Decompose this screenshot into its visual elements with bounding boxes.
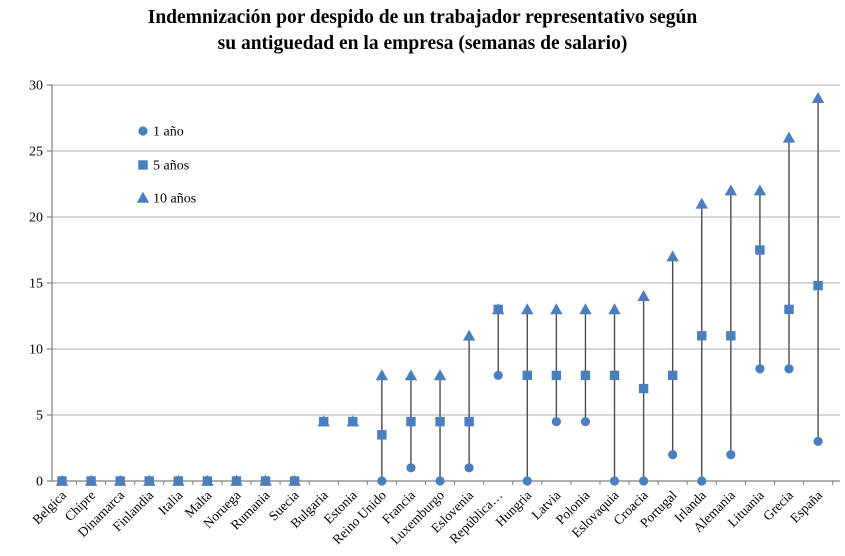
marker-triangle — [317, 415, 330, 427]
marker-triangle — [259, 474, 272, 486]
marker-square — [551, 370, 562, 381]
marker-triangle — [143, 474, 156, 486]
marker-square — [726, 331, 736, 341]
marker-triangle — [695, 197, 708, 209]
legend-item: 10 años — [136, 191, 196, 207]
marker-circle — [435, 476, 445, 486]
marker-triangle — [753, 184, 767, 196]
marker-circle — [784, 364, 794, 374]
marker-circle — [813, 436, 823, 446]
marker-triangle — [201, 474, 214, 486]
y-axis-label: 15 — [29, 277, 43, 292]
chart-title: Indemnización por despido de un trabajad… — [0, 5, 845, 57]
marker-triangle — [172, 474, 185, 486]
marker-triangle — [521, 303, 534, 315]
circle-legend-icon — [138, 126, 148, 136]
marker-triangle — [811, 92, 825, 103]
marker-circle — [493, 370, 503, 380]
marker-circle — [406, 463, 416, 473]
marker-square — [638, 383, 649, 394]
marker-circle — [726, 450, 736, 460]
marker-circle — [377, 476, 387, 486]
legend-label: 10 años — [153, 192, 196, 207]
marker-square — [609, 370, 620, 381]
marker-triangle — [550, 303, 563, 315]
marker-square — [522, 370, 532, 381]
x-axis-label: España — [787, 488, 825, 526]
y-axis-label: 20 — [29, 211, 43, 226]
marker-circle — [551, 417, 561, 427]
marker-triangle — [637, 290, 650, 301]
marker-triangle — [462, 329, 476, 341]
marker-triangle — [608, 303, 621, 315]
marker-square — [667, 370, 678, 381]
triangle-legend-icon — [136, 191, 150, 203]
marker-triangle — [346, 415, 359, 427]
marker-circle — [639, 476, 649, 486]
marker-triangle — [375, 369, 389, 381]
marker-triangle — [84, 474, 98, 486]
marker-square — [464, 416, 474, 427]
marker-circle — [580, 417, 591, 427]
y-axis-label: 0 — [36, 475, 43, 490]
marker-square — [784, 304, 794, 315]
marker-square — [406, 416, 416, 427]
marker-triangle — [782, 131, 796, 143]
marker-circle — [464, 463, 474, 473]
marker-triangle — [724, 184, 738, 196]
marker-square — [755, 245, 765, 255]
marker-triangle — [55, 474, 69, 486]
marker-square — [580, 370, 591, 381]
legend-label: 5 años — [153, 159, 189, 174]
marker-circle — [697, 476, 707, 486]
marker-triangle — [492, 303, 505, 315]
marker-circle — [522, 476, 532, 486]
marker-circle — [609, 476, 620, 486]
legend-item: 5 años — [138, 159, 189, 174]
chart-title-line2: su antiguedad en la empresa (semanas de … — [217, 33, 628, 54]
y-axis-label: 5 — [36, 409, 43, 424]
legend-item: 1 año — [138, 125, 184, 140]
marker-triangle — [230, 474, 243, 486]
marker-triangle — [433, 369, 447, 381]
y-axis-label: 10 — [29, 343, 43, 358]
x-axis-label: Belgica — [29, 488, 69, 528]
chart-title-line1: Indemnización por despido de un trabajad… — [147, 7, 698, 28]
y-axis-label: 25 — [29, 145, 43, 160]
square-legend-icon — [138, 160, 148, 170]
marker-triangle — [579, 303, 592, 315]
marker-triangle — [288, 474, 301, 486]
marker-circle — [755, 364, 765, 374]
marker-circle — [668, 450, 678, 460]
marker-square — [435, 416, 445, 427]
marker-square — [697, 331, 707, 341]
marker-triangle — [404, 369, 418, 381]
y-axis-label: 30 — [29, 79, 43, 94]
marker-square — [813, 280, 823, 291]
legend-label: 1 año — [153, 125, 184, 140]
marker-triangle — [666, 250, 679, 262]
marker-triangle — [113, 474, 127, 486]
marker-square — [377, 430, 387, 440]
x-axis-label: Italia — [155, 488, 185, 518]
